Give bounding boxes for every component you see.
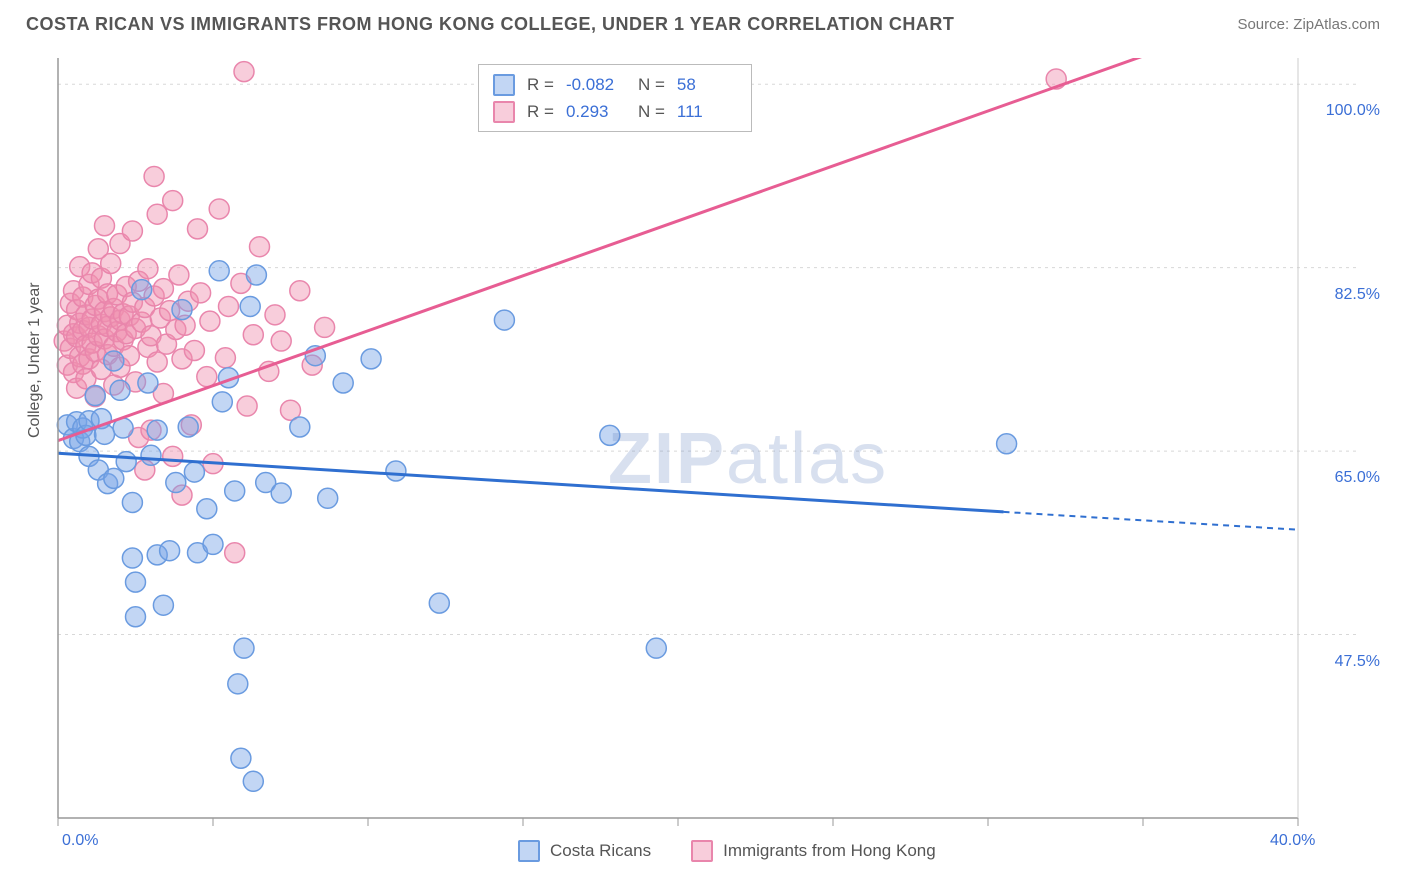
correlation-legend: R = -0.082 N = 58 R = 0.293 N = 111 [478,64,752,132]
chart-title: COSTA RICAN VS IMMIGRANTS FROM HONG KONG… [26,14,954,35]
legend-label-2: Immigrants from Hong Kong [723,841,936,861]
x-tick-label: 40.0% [1270,832,1315,850]
legend-label-1: Costa Ricans [550,841,651,861]
series-legend: Costa Ricans Immigrants from Hong Kong [518,840,936,862]
n-value-1: 58 [677,71,737,98]
y-tick-label: 82.5% [1335,286,1380,304]
legend-item-2: Immigrants from Hong Kong [691,840,936,862]
y-tick-label: 65.0% [1335,469,1380,487]
chart-header: COSTA RICAN VS IMMIGRANTS FROM HONG KONG… [0,0,1406,45]
swatch-series2 [493,101,515,123]
r-value-1: -0.082 [566,71,626,98]
chart-area: College, Under 1 year ZIPatlas R = -0.08… [48,58,1388,858]
legend-row-series1: R = -0.082 N = 58 [493,71,737,98]
source-label: Source: ZipAtlas.com [1237,16,1380,33]
r-value-2: 0.293 [566,98,626,125]
y-axis-label: College, Under 1 year [26,282,44,438]
legend-item-1: Costa Ricans [518,840,651,862]
legend-row-series2: R = 0.293 N = 111 [493,98,737,125]
swatch-series1-bottom [518,840,540,862]
swatch-series2-bottom [691,840,713,862]
swatch-series1 [493,74,515,96]
y-tick-label: 47.5% [1335,653,1380,671]
x-tick-label: 0.0% [62,832,98,850]
scatter-plot [48,58,1388,858]
n-value-2: 111 [677,98,737,125]
y-tick-label: 100.0% [1326,102,1380,120]
